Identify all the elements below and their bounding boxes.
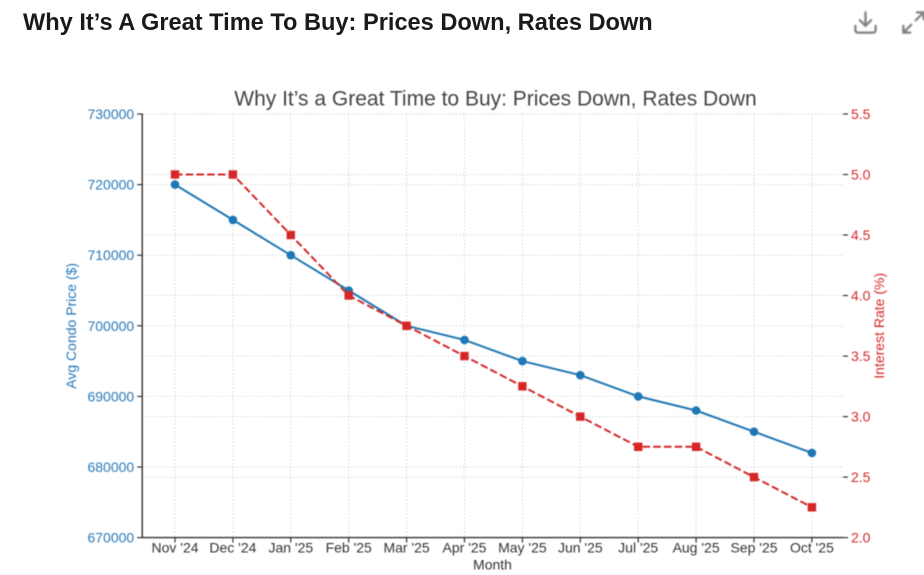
svg-text:670000: 670000	[87, 530, 134, 546]
svg-text:May '25: May '25	[498, 540, 547, 556]
svg-text:710000: 710000	[87, 247, 134, 263]
svg-text:700000: 700000	[87, 318, 134, 334]
svg-text:Feb '25: Feb '25	[326, 540, 372, 556]
svg-text:Nov '24: Nov '24	[151, 540, 198, 556]
svg-text:5.0: 5.0	[851, 167, 871, 183]
svg-text:730000: 730000	[87, 106, 134, 122]
svg-text:5.5: 5.5	[851, 106, 871, 122]
svg-text:Interest Rate (%): Interest Rate (%)	[871, 273, 887, 379]
svg-text:3.5: 3.5	[851, 348, 871, 364]
svg-text:4.0: 4.0	[851, 288, 871, 304]
svg-text:Aug '25: Aug '25	[673, 540, 720, 556]
svg-text:2.0: 2.0	[851, 530, 871, 546]
svg-text:3.0: 3.0	[851, 409, 871, 425]
svg-text:Why It’s a Great Time to Buy:: Why It’s a Great Time to Buy: Prices Dow…	[234, 88, 756, 111]
svg-text:2.5: 2.5	[851, 469, 871, 485]
svg-text:Oct '25: Oct '25	[790, 540, 834, 556]
svg-text:Sep '25: Sep '25	[730, 540, 777, 556]
svg-text:690000: 690000	[87, 388, 134, 404]
svg-text:Mar '25: Mar '25	[383, 540, 429, 556]
svg-text:Apr '25: Apr '25	[443, 540, 487, 556]
svg-text:Jan '25: Jan '25	[268, 540, 313, 556]
svg-text:4.5: 4.5	[851, 227, 871, 243]
svg-text:Jun '25: Jun '25	[558, 540, 603, 556]
svg-text:Dec '24: Dec '24	[209, 540, 256, 556]
svg-text:Month: Month	[473, 557, 512, 573]
svg-text:680000: 680000	[87, 459, 134, 475]
svg-text:Avg Condo Price ($): Avg Condo Price ($)	[63, 263, 79, 389]
svg-text:Jul '25: Jul '25	[618, 540, 658, 556]
svg-text:720000: 720000	[87, 177, 134, 193]
